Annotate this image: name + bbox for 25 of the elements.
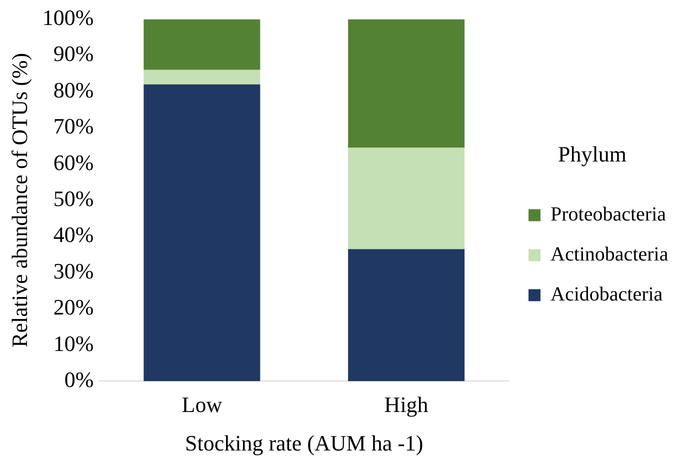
y-tick-label: 20% xyxy=(53,294,94,320)
y-tick-label: 50% xyxy=(53,186,94,211)
bar xyxy=(144,84,260,382)
legend-title: Phylum xyxy=(558,142,626,167)
y-tick-label: 70% xyxy=(53,114,94,139)
y-tick-label: 80% xyxy=(53,77,94,102)
legend-label: Acidobacteria xyxy=(550,283,663,306)
x-tick-label: Low xyxy=(182,392,222,418)
y-tick-label: 60% xyxy=(53,150,94,175)
bar xyxy=(144,19,260,70)
y-tick-label: 40% xyxy=(53,222,94,248)
y-tick-label: 0% xyxy=(64,366,94,392)
y-tick-label: 30% xyxy=(53,258,94,284)
legend-label: Actinobacteria xyxy=(550,243,668,266)
y-axis-title: Relative abundance of OTUs (%) xyxy=(6,52,32,348)
y-tick-label: 100% xyxy=(42,4,94,30)
bar xyxy=(144,70,260,84)
y-tick-label: 90% xyxy=(53,41,94,66)
bar xyxy=(348,19,465,148)
x-axis-title: Stocking rate (AUM ha -1) xyxy=(184,430,424,456)
bar xyxy=(348,249,465,382)
y-tick-label: 10% xyxy=(53,330,94,356)
legend-label: Proteobacteria xyxy=(550,203,666,226)
bar xyxy=(348,148,465,250)
x-tick-label: High xyxy=(384,392,428,418)
